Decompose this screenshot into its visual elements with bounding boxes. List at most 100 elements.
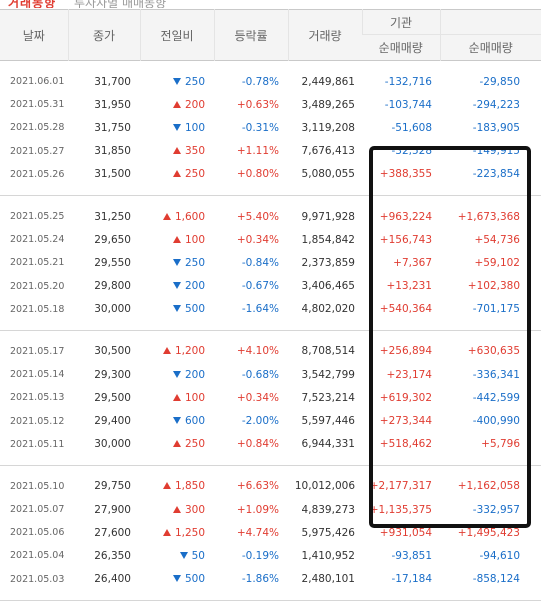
cell-institution-net: +1,135,375 <box>369 503 432 516</box>
cell-foreign-net: -183,905 <box>472 121 520 134</box>
cell-volume: 10,012,006 <box>294 480 355 493</box>
cell-change: 300 <box>140 498 214 521</box>
table-row: 2021.05.11 30,000 250 +0.84% 6,944,331 +518,4… <box>0 433 541 456</box>
cell-close: 27,900 <box>94 503 131 516</box>
change-value: 600 <box>184 415 205 428</box>
triangle-up-icon <box>162 212 171 220</box>
cell-date: 2021.05.26 <box>10 168 65 180</box>
cell-foreign-net: -442,599 <box>472 391 520 404</box>
table-row: 2021.05.04 26,350 50 -0.19% 1,410,952 -93,851… <box>0 544 541 567</box>
row-spacer <box>0 186 541 196</box>
table-row: 2021.05.10 29,750 1,850 +6.63% 10,012,006 +2,… <box>0 475 541 498</box>
group-divider <box>0 465 541 466</box>
cell-change: 250 <box>140 251 214 274</box>
cell-volume: 3,489,265 <box>301 98 355 111</box>
cell-close: 29,400 <box>94 415 131 428</box>
cell-change: 200 <box>140 363 214 386</box>
triangle-down-icon <box>179 551 188 559</box>
cell-foreign-net: -400,990 <box>472 415 520 428</box>
cell-date: 2021.05.12 <box>10 415 65 427</box>
cell-volume: 5,975,426 <box>301 526 355 539</box>
cell-change: 50 <box>140 544 214 567</box>
cell-foreign-net: +1,495,423 <box>457 526 520 539</box>
cell-close: 31,950 <box>94 98 131 111</box>
table-row: 2021.05.25 31,250 1,600 +5.40% 9,971,928 +963… <box>0 205 541 228</box>
cell-rate: -0.78% <box>241 75 279 88</box>
cell-close: 26,350 <box>94 549 131 562</box>
cell-date: 2021.05.03 <box>10 573 65 585</box>
cell-volume: 1,854,842 <box>301 233 355 246</box>
cell-close: 30,500 <box>94 345 131 358</box>
cell-rate: +5.40% <box>236 210 279 223</box>
cell-close: 27,600 <box>94 526 131 539</box>
cell-close: 31,500 <box>94 168 131 181</box>
cell-institution-net: -132,716 <box>384 75 432 88</box>
cell-volume: 8,708,514 <box>301 345 355 358</box>
cell-date: 2021.06.01 <box>10 76 65 88</box>
cell-rate: +0.34% <box>236 391 279 404</box>
table-row: 2021.06.01 31,700 250 -0.78% 2,449,861 -132,7… <box>0 70 541 93</box>
change-value: 300 <box>184 503 205 516</box>
cell-institution-net: -32,528 <box>391 145 432 158</box>
triangle-down-icon <box>172 123 181 131</box>
triangle-up-icon <box>172 440 181 448</box>
cell-date: 2021.05.31 <box>10 99 65 111</box>
cell-foreign-net: -94,610 <box>479 549 520 562</box>
header-rate: 등락률 <box>213 9 288 61</box>
cell-institution-net: +518,462 <box>379 438 432 451</box>
cell-institution-net: -17,184 <box>391 573 432 586</box>
triangle-up-icon <box>172 147 181 155</box>
cell-close: 26,400 <box>94 573 131 586</box>
cell-institution-net: +963,224 <box>379 210 432 223</box>
change-value: 200 <box>184 280 205 293</box>
change-value: 200 <box>184 368 205 381</box>
header-institution: 기관 <box>361 9 440 35</box>
section-subtitle: 투자자별 매매동향 <box>74 0 167 8</box>
group-divider <box>0 195 541 196</box>
cell-date: 2021.05.10 <box>10 480 65 492</box>
cell-volume: 6,944,331 <box>301 438 355 451</box>
cell-change: 1,600 <box>140 205 214 228</box>
cell-volume: 4,839,273 <box>301 503 355 516</box>
change-value: 1,200 <box>174 345 205 358</box>
cell-institution-net: +540,364 <box>379 303 432 316</box>
table-row: 2021.05.06 27,600 1,250 +4.74% 5,975,426 +931… <box>0 521 541 544</box>
change-value: 200 <box>184 98 205 111</box>
cell-change: 350 <box>140 140 214 163</box>
table-row: 2021.05.03 26,400 500 -1.86% 2,480,101 -17,18… <box>0 568 541 591</box>
table-row: 2021.05.31 31,950 200 +0.63% 3,489,265 -103,7… <box>0 93 541 116</box>
cell-date: 2021.05.27 <box>10 145 65 157</box>
cell-volume: 3,542,799 <box>301 368 355 381</box>
cell-close: 29,800 <box>94 280 131 293</box>
top-strip: 거래동향 투자자별 매매동향 <box>0 0 541 8</box>
cell-rate: +4.10% <box>236 345 279 358</box>
cell-rate: -0.19% <box>241 549 279 562</box>
table-body: 2021.06.01 31,700 250 -0.78% 2,449,861 -132,7… <box>0 61 541 601</box>
triangle-up-icon <box>162 482 171 490</box>
cell-institution-net: +256,894 <box>379 345 432 358</box>
cell-foreign-net: -332,957 <box>472 503 520 516</box>
row-spacer <box>0 196 541 205</box>
table-row: 2021.05.13 29,500 100 +0.34% 7,523,214 +619,3… <box>0 386 541 409</box>
header-foreign <box>439 9 541 35</box>
cell-institution-net: +7,367 <box>393 256 432 269</box>
cell-volume: 2,373,859 <box>301 256 355 269</box>
cell-rate: -0.84% <box>241 256 279 269</box>
cell-institution-net: -103,744 <box>384 98 432 111</box>
cell-date: 2021.05.20 <box>10 280 65 292</box>
triangle-up-icon <box>172 235 181 243</box>
cell-close: 31,850 <box>94 145 131 158</box>
cell-change: 500 <box>140 568 214 591</box>
row-spacer <box>0 456 541 466</box>
triangle-down-icon <box>172 417 181 425</box>
cell-institution-net: +273,344 <box>379 415 432 428</box>
table-row: 2021.05.12 29,400 600 -2.00% 5,597,446 +273,3… <box>0 409 541 432</box>
cell-foreign-net: +1,673,368 <box>457 210 520 223</box>
triangle-down-icon <box>172 282 181 290</box>
cell-foreign-net: -294,223 <box>472 98 520 111</box>
triangle-up-icon <box>172 100 181 108</box>
cell-foreign-net: -336,341 <box>472 368 520 381</box>
cell-close: 29,500 <box>94 391 131 404</box>
table-row: 2021.05.14 29,300 200 -0.68% 3,542,799 +23,17… <box>0 363 541 386</box>
cell-volume: 3,406,465 <box>301 280 355 293</box>
